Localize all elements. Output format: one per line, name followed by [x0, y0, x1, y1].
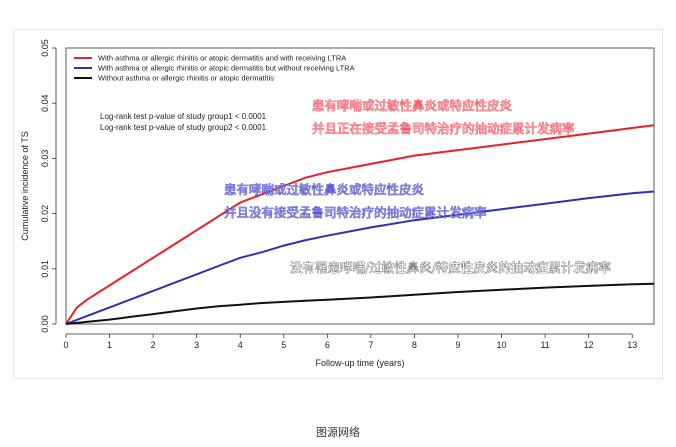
x-tick-label: 5 [281, 340, 286, 350]
x-tick-label: 12 [584, 340, 594, 350]
annotation-2: 并且正在接受孟鲁司特治疗的抽动症累计发病率 [312, 121, 575, 136]
y-tick-label: 0.00 [40, 315, 50, 333]
image-source-caption: 图源网络 [316, 426, 360, 439]
x-tick-label: 6 [325, 340, 330, 350]
series-line-3 [65, 282, 655, 325]
y-axis-title: Cumulative incidence of TS [20, 131, 30, 240]
legend-label-1: With asthma or allergic rhinitis or atop… [98, 54, 346, 63]
y-tick-label: 0.05 [40, 39, 50, 57]
x-tick-label: 13 [627, 340, 637, 350]
chart-figure: 0 1 2 3 4 5 6 7 8 9 10 11 12 13 Follow-up time (years)… [14, 30, 662, 378]
x-tick-label: 11 [540, 340, 549, 350]
pvalue-line-2: Log-rank test p-value of study group2 < … [100, 123, 267, 132]
y-tick-label: 0.04 [40, 94, 50, 112]
x-tick-label: 2 [151, 340, 156, 350]
annotation-4: 并且没有接受孟鲁司特治疗的抽动症累计发病率 [224, 205, 487, 220]
x-tick-label: 10 [497, 340, 507, 350]
x-tick-label: 3 [194, 340, 199, 350]
y-tick-label: 0.01 [40, 260, 50, 278]
legend-label-3: Without asthma or allergic rhinitis or a… [98, 74, 274, 83]
y-tick-label: 0.03 [40, 150, 50, 168]
x-tick-label: 8 [412, 340, 417, 350]
pvalue-line-1: Log-rank test p-value of study group1 < … [100, 112, 267, 121]
series-line-1 [65, 124, 655, 325]
y-tick-label: 0.02 [40, 205, 50, 223]
annotation-5: 没有罹患哮喘/过敏性鼻炎/特应性皮炎的抽动症累计发病率 [290, 260, 611, 275]
x-tick-label: 7 [368, 340, 373, 350]
annotation-3: 患有哮喘或过敏性鼻炎或特应性皮炎 [224, 182, 424, 197]
x-tick-label: 4 [238, 340, 243, 350]
series-line-2 [65, 190, 655, 325]
plot-frame [65, 47, 655, 325]
annotation-1: 患有哮喘或过敏性鼻炎或特应性皮炎 [312, 98, 512, 113]
x-tick-label: 1 [107, 340, 112, 350]
legend-label-2: With asthma or allergic rhinitis or atop… [98, 64, 355, 73]
x-axis-title: Follow-up time (years) [315, 358, 404, 368]
x-tick-label: 9 [455, 340, 460, 350]
x-tick-label: 0 [63, 340, 68, 350]
